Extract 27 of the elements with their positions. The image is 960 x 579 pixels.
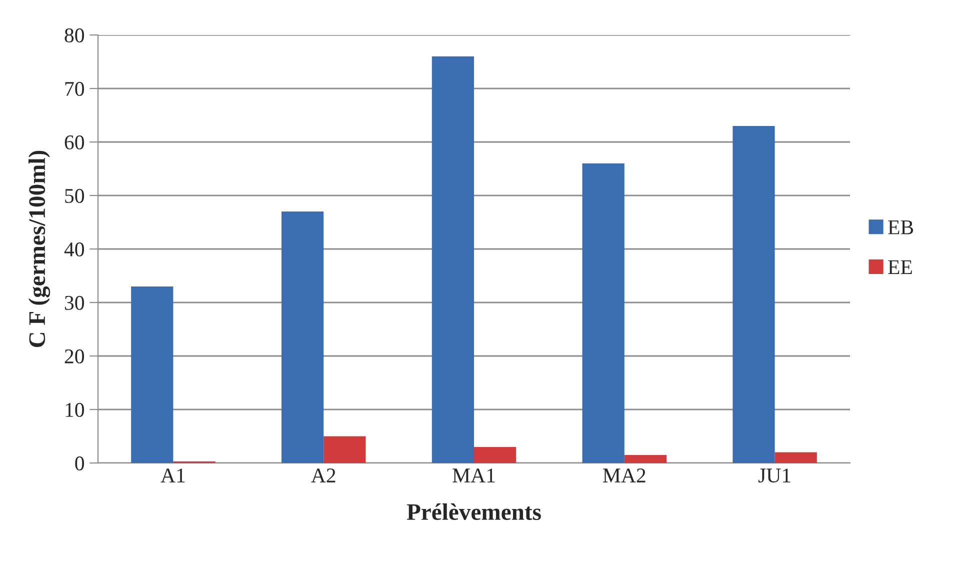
y-tick-label: 10 [66,402,84,417]
x-tick-label: MA2 [603,468,646,482]
bar [732,126,775,463]
y-tick-label: 40 [64,242,84,256]
y-tick-label: 60 [64,135,84,150]
y-tick-label: 30 [64,296,84,310]
legend-label: EE [888,260,912,274]
bar [432,56,474,463]
x-axis-title: Prélèvements [406,503,541,520]
x-tick-label: JU1 [758,468,790,483]
x-tick-label: A2 [311,468,336,482]
y-tick-label: 50 [65,188,84,203]
y-tick-label: 20 [64,349,84,364]
bar [582,163,624,463]
x-tick-label: MA1 [452,468,495,482]
y-tick-label: 80 [64,28,84,42]
bar [324,436,366,463]
bar [624,454,667,463]
y-axis-title: C F (germes/100ml) [28,150,50,348]
y-tick-label: 0 [75,456,84,470]
bar [281,212,324,463]
legend-label: EB [888,220,914,234]
bar [774,452,817,463]
bar [474,446,516,463]
bar [131,286,174,463]
x-tick-label: A1 [160,468,185,482]
y-tick-label: 70 [65,82,84,96]
